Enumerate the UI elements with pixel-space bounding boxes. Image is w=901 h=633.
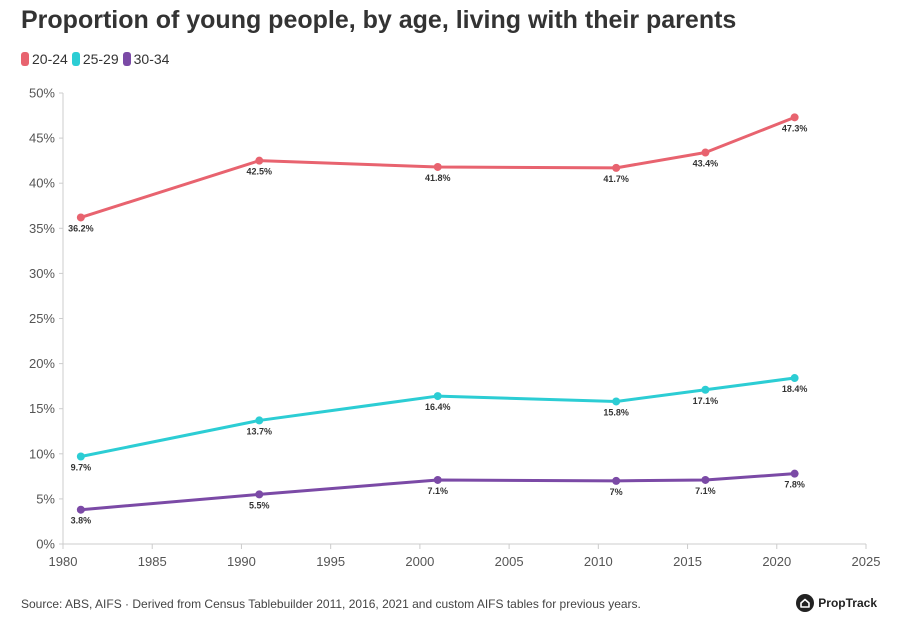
data-point-30-34 [433, 475, 442, 484]
legend-item-25-29[interactable]: 25-29 [71, 51, 119, 67]
data-point-30-34 [701, 475, 710, 484]
data-label-30-34: 7.8% [784, 480, 805, 490]
data-point-20-24 [612, 163, 621, 172]
data-point-25-29 [790, 374, 799, 383]
data-label-30-34: 3.8% [71, 516, 92, 526]
data-point-30-34 [612, 476, 621, 485]
data-point-25-29 [701, 385, 710, 394]
y-tick-label: 25% [29, 311, 55, 326]
y-tick-label: 50% [29, 86, 55, 101]
data-point-20-24 [701, 148, 710, 157]
source-note: Source: ABS, AIFS · Derived from Census … [21, 597, 641, 611]
data-label-20-24: 41.8% [425, 173, 451, 183]
series-line-25-29 [79, 376, 797, 459]
brand: PropTrack [796, 594, 877, 612]
data-point-25-29 [433, 392, 442, 401]
series-line-30-34 [79, 472, 797, 512]
x-tick-label: 1995 [316, 554, 345, 569]
x-tick-label: 2015 [673, 554, 702, 569]
data-label-25-29: 13.7% [247, 426, 273, 436]
data-label-25-29: 15.8% [603, 407, 629, 417]
data-point-30-34 [255, 490, 264, 499]
data-point-25-29 [76, 452, 85, 461]
house-icon [796, 594, 815, 612]
legend: 20-24 25-29 30-34 [21, 51, 173, 67]
data-point-30-34 [76, 505, 85, 514]
y-tick-label: 40% [29, 176, 55, 191]
data-point-25-29 [255, 416, 264, 425]
data-point-20-24 [255, 156, 264, 165]
data-point-20-24 [790, 113, 799, 122]
legend-label-30-34: 30-34 [133, 51, 170, 67]
legend-item-30-34[interactable]: 30-34 [122, 51, 170, 67]
data-label-30-34: 7% [610, 487, 623, 497]
data-label-25-29: 9.7% [71, 463, 92, 473]
legend-label-20-24: 20-24 [32, 51, 68, 67]
x-tick-label: 2010 [584, 554, 613, 569]
brand-name: PropTrack [818, 596, 877, 610]
legend-swatch-25-29 [71, 52, 80, 66]
data-label-30-34: 7.1% [427, 486, 448, 496]
data-point-25-29 [612, 397, 621, 406]
series-line-20-24 [79, 115, 797, 219]
x-tick-label: 2005 [495, 554, 524, 569]
x-tick-label: 1990 [227, 554, 256, 569]
y-tick-label: 5% [36, 491, 55, 506]
legend-swatch-20-24 [21, 52, 29, 66]
legend-swatch-30-34 [122, 52, 131, 66]
data-label-25-29: 17.1% [693, 396, 719, 406]
y-tick-label: 45% [29, 131, 55, 146]
y-tick-label: 0% [36, 537, 55, 552]
y-tick-label: 15% [29, 401, 55, 416]
x-tick-label: 2000 [405, 554, 434, 569]
y-tick-label: 10% [29, 446, 55, 461]
x-tick-label: 2025 [852, 554, 881, 569]
x-tick-label: 1985 [138, 554, 167, 569]
legend-item-20-24[interactable]: 20-24 [21, 51, 68, 67]
line-chart: 0% 5% 10% 15% 20% 25% 30% 35% 40% 45% 50% 1980 1985 1… [29, 86, 881, 570]
data-label-30-34: 7.1% [695, 486, 716, 496]
data-label-25-29: 16.4% [425, 402, 451, 412]
data-point-30-34 [790, 469, 799, 478]
data-label-20-24: 43.4% [693, 159, 719, 169]
x-tick-label: 1980 [49, 554, 78, 569]
data-label-25-29: 18.4% [782, 384, 808, 394]
data-label-20-24: 36.2% [68, 223, 94, 233]
x-tick-label: 2020 [762, 554, 791, 569]
data-label-20-24: 41.7% [603, 174, 629, 184]
legend-label-25-29: 25-29 [82, 51, 119, 67]
y-tick-label: 20% [29, 356, 55, 371]
data-point-20-24 [433, 162, 442, 171]
y-tick-label: 35% [29, 221, 55, 236]
data-label-20-24: 42.5% [247, 167, 273, 177]
data-point-20-24 [76, 213, 85, 222]
data-label-30-34: 5.5% [249, 500, 270, 510]
chart-title: Proportion of young people, by age, livi… [21, 6, 737, 34]
y-tick-label: 30% [29, 266, 55, 281]
data-label-20-24: 47.3% [782, 123, 808, 133]
